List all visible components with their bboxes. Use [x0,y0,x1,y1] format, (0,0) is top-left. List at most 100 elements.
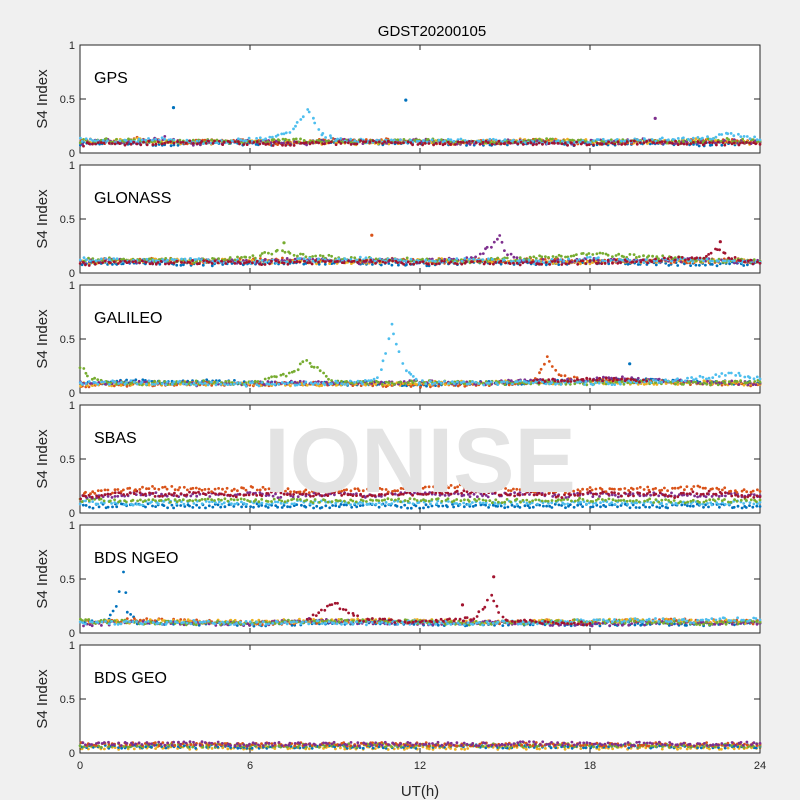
data-point [553,379,557,383]
data-point [244,255,248,259]
data-point [698,263,701,267]
data-point [468,143,472,146]
data-point [646,261,649,265]
data-point [217,498,220,501]
data-point [543,140,547,144]
data-point [673,142,677,146]
data-point [236,498,240,502]
data-point [686,504,689,508]
data-point [579,500,582,504]
data-point [622,255,625,259]
data-point [348,379,352,383]
data-point [158,262,162,266]
data-point [185,138,189,142]
data-point [737,371,741,375]
data-point [262,142,265,145]
data-point [176,143,180,147]
data-point [228,141,232,144]
data-point [682,142,686,146]
data-point [182,502,186,506]
data-point [139,498,142,502]
data-point [688,381,692,385]
data-point [161,382,164,385]
data-point [528,255,532,259]
data-point [732,505,736,509]
data-point [496,256,500,260]
data-point [577,138,580,142]
data-point [119,381,123,384]
data-point [317,141,321,145]
data-point [495,142,498,146]
data-point [289,143,292,147]
data-point [664,378,667,382]
data-point [604,505,608,508]
data-point [710,263,714,266]
data-point [737,132,740,136]
data-point [496,383,500,386]
data-point [573,259,577,263]
data-point [556,141,560,145]
data-point [589,380,592,383]
data-point [84,371,88,375]
data-point [255,140,259,144]
data-point [239,138,243,142]
data-point [103,380,106,384]
data-point [233,258,237,262]
data-point [694,380,698,384]
data-point [151,504,154,508]
data-point [559,254,563,258]
data-point [487,257,490,261]
data-point [623,142,627,146]
data-point [572,254,576,258]
data-point [544,382,548,386]
data-point [689,264,692,267]
data-point [701,375,705,379]
data-point [650,260,654,264]
data-point [650,138,654,141]
data-point [607,140,610,144]
data-point [727,138,731,142]
data-point [490,257,494,261]
data-point [497,139,501,143]
data-point [345,380,348,383]
data-point [471,380,474,384]
data-point [519,140,523,144]
data-point [738,374,742,377]
data-point [720,133,724,136]
data-point [686,376,689,380]
data-point [556,380,560,383]
data-point [594,257,598,260]
y-tick-label: 1 [69,280,75,292]
data-point [304,380,308,384]
data-point [569,380,573,383]
data-point [677,255,681,259]
y-axis-label: S4 Index [34,309,51,369]
data-point [752,502,756,506]
data-point [260,381,264,384]
data-point [184,141,188,145]
data-point [634,379,638,383]
data-point [316,382,320,386]
data-point [197,257,201,261]
data-point [163,135,167,138]
data-point [594,381,597,385]
data-point [208,500,211,504]
data-point [755,504,759,508]
data-point [411,143,414,147]
data-point [287,138,291,142]
data-point [616,140,620,144]
data-point [310,365,313,368]
data-point [281,249,284,253]
data-point [248,381,252,385]
data-point [151,498,155,501]
data-point [741,141,745,145]
data-point [112,257,116,261]
data-point [390,138,393,142]
data-point [142,140,146,144]
data-point [111,505,114,509]
data-point [185,382,188,386]
data-point [192,142,195,145]
data-point [244,139,248,143]
data-point [172,261,176,265]
